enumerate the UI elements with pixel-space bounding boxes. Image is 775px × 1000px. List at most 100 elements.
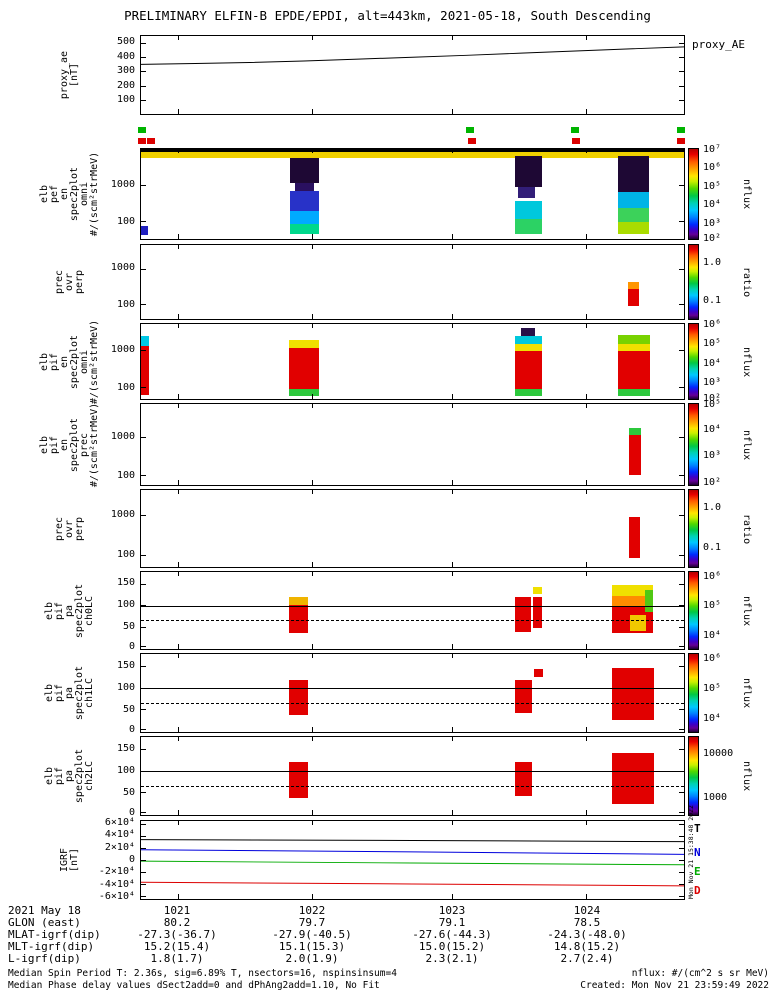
xtick-mark	[451, 36, 453, 40]
colorbar-tick-label: 1.0	[703, 256, 722, 268]
plot-area	[140, 571, 685, 650]
ytick-mark	[141, 749, 146, 751]
colorbar-tick-label: 10⁴	[703, 199, 722, 211]
ytick-label: 1000	[110, 431, 135, 443]
xtick-mark	[177, 149, 179, 153]
xtick-mark	[177, 737, 179, 741]
colorbar-axis-label: nflux	[741, 761, 752, 792]
panel-proxy-ae: proxy_ae [nT] 500 400 300 200 100 proxy_AE	[0, 35, 775, 115]
ytick-mark	[679, 71, 684, 73]
axis-cell-mlt: 15.1(15.3)	[278, 940, 346, 953]
colorbar-tick-label: 1000	[703, 792, 728, 803]
ytick-mark	[141, 304, 146, 306]
spectro-block	[141, 152, 684, 158]
ytick-mark	[141, 823, 146, 825]
ytick-mark	[679, 792, 684, 794]
colorbar-tick-label: 10⁶	[703, 570, 722, 582]
xtick-mark	[177, 404, 179, 408]
ytick-mark	[679, 728, 684, 730]
xtick-mark	[586, 109, 588, 114]
plot-area	[140, 820, 685, 900]
flag-mark-green	[466, 127, 475, 133]
component-letter-N: N	[694, 845, 701, 859]
panel-prec-ovr-perp-2: prec ovr perp 1000 100 1.0 0.1 ratio	[0, 489, 775, 568]
xtick-mark	[451, 404, 453, 408]
ytick-mark	[141, 626, 146, 628]
ytick-mark	[679, 85, 684, 87]
colorbar-tick-label: 10⁵	[703, 180, 722, 192]
ytick-mark	[141, 99, 146, 101]
xtick-mark	[586, 234, 588, 239]
ytick-label: 50	[122, 703, 135, 715]
xtick-mark	[586, 644, 588, 649]
left-axis-label-text: prec ovr perp	[54, 269, 85, 295]
ytick-label: 100	[116, 765, 135, 777]
spectro-block	[514, 219, 542, 234]
colorbar-tick-label: 10⁶	[703, 162, 722, 174]
xtick-mark	[451, 562, 453, 567]
colorbar-axis-label: nflux	[741, 179, 752, 210]
spectro-block	[514, 679, 532, 714]
xtick-mark	[177, 572, 179, 576]
colorbar-axis-label: nflux	[741, 429, 752, 460]
panel-pif-en-prec: elb pif en spec2plot prec #/(scm²strMeV) 1000 1…	[0, 399, 775, 488]
colorbar-tick-label: 10³	[703, 450, 722, 462]
panel-right-label: proxy_AE	[692, 38, 745, 51]
ytick-label: 1000	[110, 262, 135, 274]
ytick-mark	[679, 437, 684, 439]
xtick-mark	[312, 562, 314, 567]
xtick-mark	[586, 810, 588, 815]
series-E	[141, 860, 684, 866]
xtick-mark	[312, 810, 314, 815]
ytick-mark	[679, 554, 684, 556]
axis-cell-time: 1022	[298, 904, 326, 917]
ytick-mark	[679, 811, 684, 813]
component-letter-E: E	[694, 864, 701, 878]
xtick-mark	[451, 644, 453, 649]
colorbar	[688, 736, 699, 816]
colorbar	[688, 323, 699, 400]
colorbar-tick-label: 10²	[703, 233, 722, 245]
xtick-mark	[177, 314, 179, 319]
spectro-block	[627, 282, 639, 290]
axis-row-label: L-igrf(dip)	[8, 952, 81, 965]
xtick-mark	[312, 245, 314, 249]
pa-reference-line	[141, 785, 684, 787]
xtick-mark	[312, 314, 314, 319]
panel-pa-ch1lc: elb pif pa spec2plot ch1LC 150 100 50 0 10⁶ 10⁵ 10⁴…	[0, 653, 775, 735]
panel-pa-ch2lc: elb pif pa spec2plot ch2LC 150 100 50 0 10000 1000…	[0, 736, 775, 818]
spectro-block	[514, 389, 542, 396]
panel-prec-ovr-perp-1: prec ovr perp 1000 100 1.0 0.1 ratio	[0, 244, 775, 320]
ytick-mark	[141, 709, 146, 711]
ytick-mark	[141, 896, 146, 898]
ytick-mark	[679, 666, 684, 668]
ytick-mark	[141, 645, 146, 647]
spectro-block	[288, 389, 319, 396]
xtick-mark	[312, 644, 314, 649]
ytick-label: 100	[116, 549, 135, 561]
spectro-block	[628, 428, 641, 435]
xtick-mark	[177, 109, 179, 114]
ytick-mark	[679, 350, 684, 352]
spectro-block	[514, 343, 542, 351]
spectro-block	[611, 668, 654, 721]
colorbar	[688, 403, 699, 486]
xtick-mark	[451, 490, 453, 494]
spectro-block	[290, 211, 319, 224]
axis-cell-l: 2.3(2.1)	[425, 952, 479, 965]
xtick-mark	[177, 654, 179, 658]
xtick-mark	[177, 894, 179, 899]
ytick-mark	[679, 43, 684, 45]
xtick-mark	[586, 324, 588, 328]
ytick-label: 1000	[110, 343, 135, 355]
xtick-mark	[312, 234, 314, 239]
ytick-mark	[141, 268, 146, 270]
ytick-mark	[141, 57, 146, 59]
spectro-block	[517, 186, 536, 198]
xtick-mark	[177, 810, 179, 815]
colorbar	[688, 148, 699, 240]
xtick-mark	[586, 149, 588, 153]
spectro-block	[288, 605, 308, 633]
